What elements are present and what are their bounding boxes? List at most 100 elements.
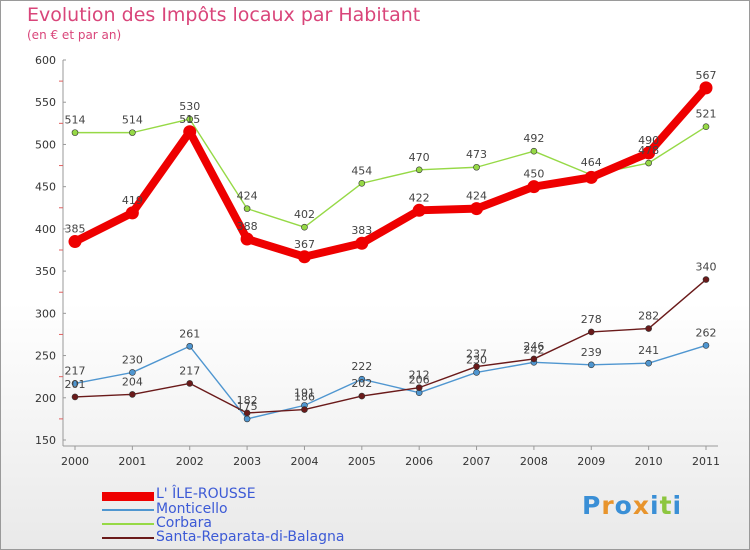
logo-letter: r <box>601 491 615 520</box>
data-label-ile-rousse: 424 <box>466 190 487 203</box>
data-label-monticello: 261 <box>179 327 200 340</box>
data-point-monticello <box>473 369 480 376</box>
data-point-santa-reparata <box>301 406 308 413</box>
legend-swatch-santa-reparata <box>102 537 154 539</box>
data-label-santa-reparata: 182 <box>237 394 258 407</box>
legend-swatch-ile-rousse <box>102 492 154 501</box>
data-label-santa-reparata: 217 <box>179 364 200 377</box>
legend-label-ile-rousse: L' ÎLE-ROUSSE <box>156 486 256 502</box>
data-point-corbara <box>645 159 652 167</box>
data-label-corbara: 454 <box>351 164 372 177</box>
data-point-ile-rousse <box>642 146 656 160</box>
x-tick-label: 2008 <box>520 455 548 468</box>
y-tick-label: 150 <box>35 434 56 447</box>
data-label-monticello: 239 <box>581 346 602 359</box>
data-point-ile-rousse <box>183 125 197 139</box>
x-tick-label: 2005 <box>348 455 376 468</box>
legend-swatch-corbara <box>102 523 154 525</box>
data-point-monticello <box>186 342 194 350</box>
legend-label-monticello: Monticello <box>156 501 228 517</box>
legend-item-ile-rousse: L' ÎLE-ROUSSE <box>102 486 402 503</box>
x-tick-label: 2009 <box>577 455 605 468</box>
chart-subtitle: (en € et par an) <box>27 28 122 42</box>
data-label-monticello: 241 <box>638 344 659 357</box>
data-label-ile-rousse: 490 <box>638 134 659 147</box>
data-point-corbara <box>702 123 710 131</box>
data-point-ile-rousse <box>584 170 598 184</box>
data-point-corbara <box>473 163 480 171</box>
legend-swatch-monticello <box>102 509 154 511</box>
data-label-ile-rousse: 515 <box>179 113 200 126</box>
data-point-ile-rousse <box>412 203 426 217</box>
y-tick-label: 250 <box>35 350 56 363</box>
y-tick-label: 300 <box>35 307 56 320</box>
data-point-santa-reparata <box>186 380 194 387</box>
data-point-monticello <box>358 375 366 383</box>
data-point-corbara <box>358 179 366 187</box>
data-label-ile-rousse: 422 <box>409 191 430 204</box>
data-point-monticello <box>587 361 595 369</box>
logo-letter: i <box>672 491 683 520</box>
legend-label-corbara: Corbara <box>156 515 212 531</box>
data-label-corbara: 470 <box>409 151 430 164</box>
legend-item-santa-reparata: Santa-Reparata-di-Balagna <box>102 529 402 546</box>
legend-item-monticello: Monticello <box>102 501 402 518</box>
data-label-santa-reparata: 204 <box>122 375 143 388</box>
data-label-corbara: 521 <box>696 108 717 121</box>
data-label-monticello: 242 <box>523 343 544 356</box>
data-point-monticello <box>702 342 710 349</box>
x-tick-label: 2010 <box>635 455 663 468</box>
x-tick-label: 2011 <box>692 455 720 468</box>
x-tick-label: 2002 <box>176 455 204 468</box>
data-label-santa-reparata: 201 <box>65 378 86 391</box>
series-line-monticello <box>74 344 707 420</box>
data-point-monticello <box>645 359 652 367</box>
data-point-corbara <box>415 166 423 174</box>
data-point-santa-reparata <box>71 393 79 401</box>
data-point-corbara <box>129 129 136 136</box>
proxiti-logo: Proxiti <box>582 491 682 520</box>
y-tick-label: 400 <box>35 223 56 236</box>
data-point-corbara <box>71 129 79 136</box>
legend-label-santa-reparata: Santa-Reparata-di-Balagna <box>156 529 345 545</box>
data-label-ile-rousse: 383 <box>351 224 372 237</box>
data-point-ile-rousse <box>297 250 311 264</box>
x-tick-label: 2003 <box>233 455 261 468</box>
data-label-santa-reparata: 212 <box>409 369 430 382</box>
data-label-santa-reparata: 186 <box>294 391 315 404</box>
data-point-corbara <box>186 115 194 123</box>
data-point-santa-reparata <box>587 328 595 336</box>
data-label-santa-reparata: 340 <box>696 261 717 274</box>
data-label-corbara: 473 <box>466 148 487 161</box>
data-label-corbara: 514 <box>122 114 143 127</box>
data-label-santa-reparata: 282 <box>638 310 659 323</box>
x-tick-label: 2006 <box>405 455 433 468</box>
data-label-ile-rousse: 385 <box>65 223 86 236</box>
y-tick-label: 200 <box>35 392 56 405</box>
data-label-monticello: 230 <box>122 353 143 366</box>
data-point-santa-reparata <box>243 409 251 417</box>
data-label-corbara: 464 <box>581 156 602 169</box>
data-label-monticello: 230 <box>466 353 487 366</box>
data-label-corbara: 424 <box>237 190 258 203</box>
data-label-corbara: 530 <box>179 100 200 113</box>
y-tick-label: 550 <box>35 96 56 109</box>
data-point-santa-reparata <box>358 392 366 400</box>
data-point-ile-rousse <box>527 180 541 194</box>
data-label-santa-reparata: 246 <box>523 340 544 353</box>
data-point-ile-rousse <box>470 202 484 216</box>
data-point-santa-reparata <box>645 325 652 332</box>
series-line-ile-rousse <box>73 85 709 261</box>
data-point-corbara <box>530 147 538 155</box>
data-label-ile-rousse: 567 <box>696 69 717 82</box>
legend-item-corbara: Corbara <box>102 515 402 532</box>
series-line-santa-reparata <box>74 279 707 414</box>
chart-title: Evolution des Impôts locaux par Habitant <box>27 4 421 26</box>
data-label-corbara: 492 <box>523 132 544 145</box>
data-label-corbara: 514 <box>65 114 86 127</box>
data-label-ile-rousse: 367 <box>294 238 315 251</box>
data-point-monticello <box>71 380 79 387</box>
y-tick-label: 500 <box>35 138 56 151</box>
data-point-ile-rousse <box>699 81 713 95</box>
